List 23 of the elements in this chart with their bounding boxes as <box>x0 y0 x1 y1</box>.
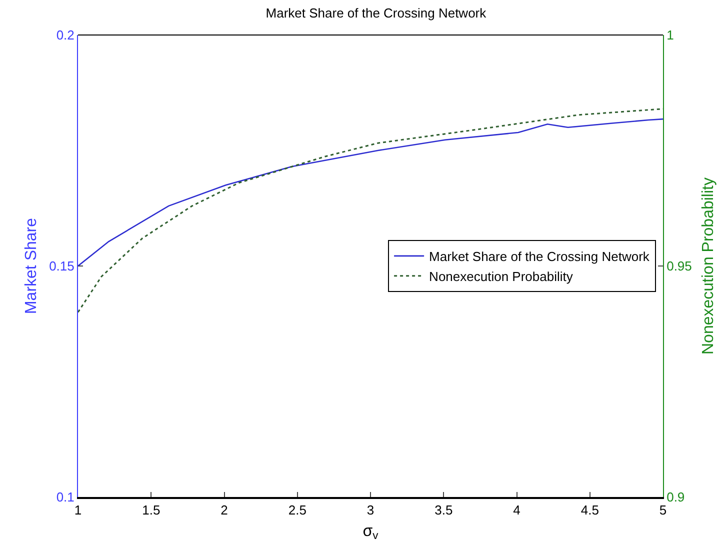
x-tick-label: 2 <box>220 502 228 518</box>
y-tick-label: 0.1 <box>56 490 74 505</box>
y-axis-title: Market Share <box>23 218 40 314</box>
x-tick-label: 2.5 <box>288 502 306 518</box>
x-tick-label: 3 <box>366 502 374 518</box>
x-tick-label: 5 <box>659 502 667 518</box>
x-tick-label: 3.5 <box>434 502 453 518</box>
x-tick-label: 1 <box>74 502 82 518</box>
x-axis-title: σ$_{v}$ <box>362 522 379 542</box>
x-tick-label: 1.5 <box>142 502 160 518</box>
y2-tick-label: 1 <box>666 28 674 43</box>
legend-label: Nonexecution Probability <box>429 268 574 284</box>
chart-title: Market Share of the Crossing Network <box>266 5 487 20</box>
y-tick-label: 0.2 <box>56 28 74 43</box>
x-tick-label: 4 <box>513 502 520 518</box>
line-series <box>78 108 663 313</box>
line-series <box>78 118 663 267</box>
y2-tick-label: 0.95 <box>666 258 692 274</box>
y2-axis-title: Nonexecution Probability <box>700 178 717 354</box>
y2-tick-label: 0.9 <box>666 490 685 505</box>
x-tick-label: 4.5 <box>580 502 599 518</box>
legend-label: Market Share of the Crossing Network <box>429 249 650 264</box>
y-tick-label: 0.15 <box>49 258 74 274</box>
